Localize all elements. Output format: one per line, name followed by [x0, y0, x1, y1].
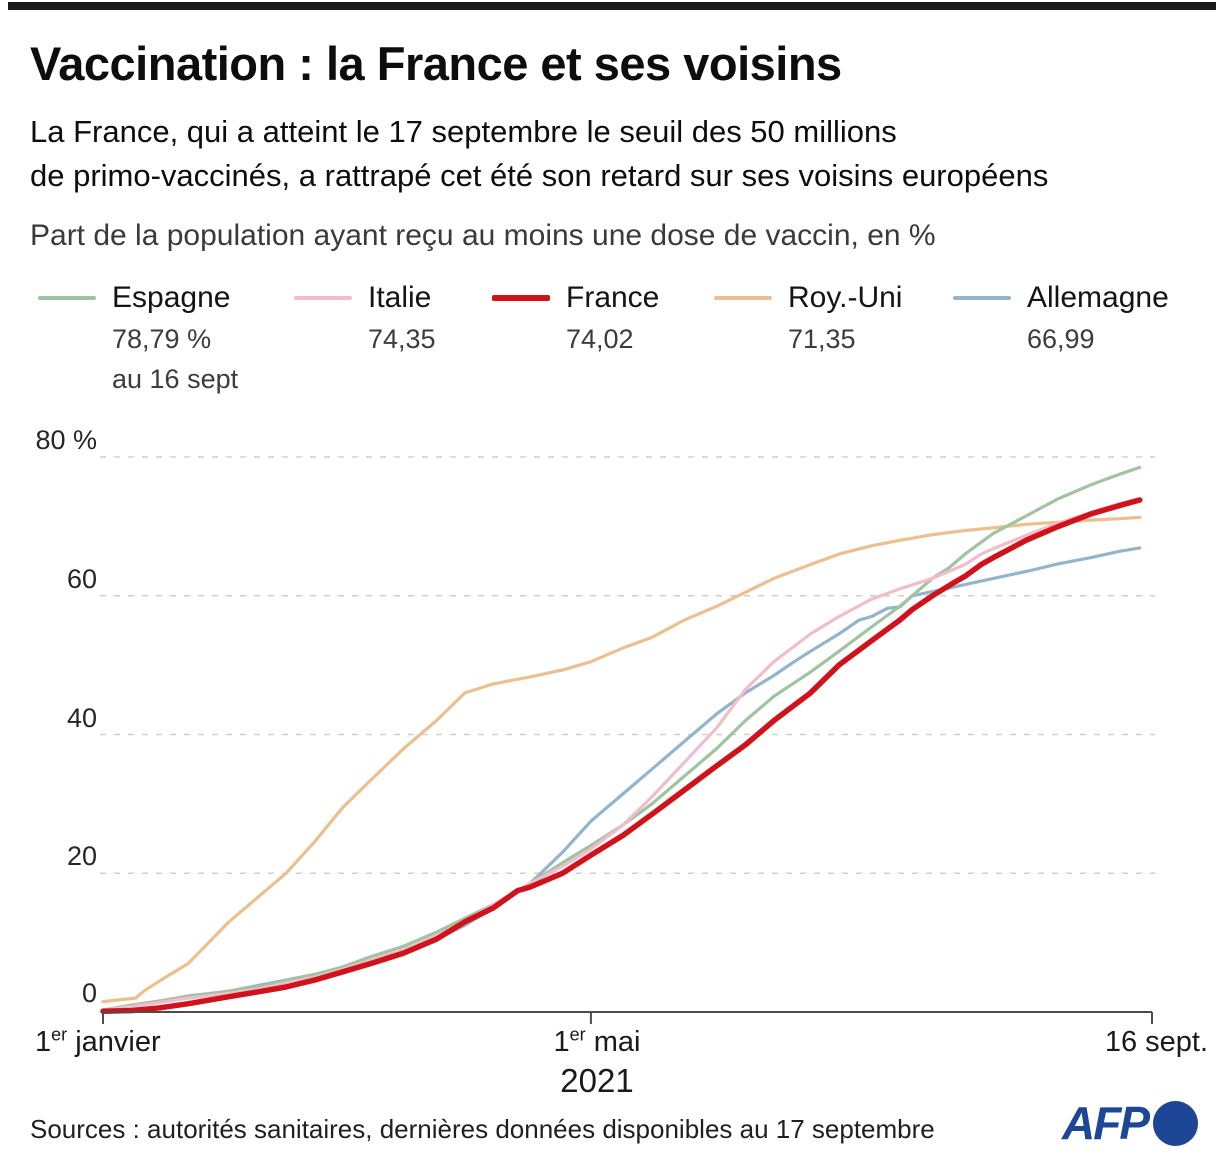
legend-note: au 16 sept [112, 364, 239, 394]
legend-value: 71,35 [788, 324, 856, 354]
roy-uni-line-swatch [714, 296, 772, 300]
y-tick-0: 0 [81, 978, 97, 1008]
legend-label: Roy.-Uni [788, 281, 903, 314]
x-tick-mai: 1er mai [553, 1024, 641, 1058]
series-line-allemagne [101, 546, 1142, 1013]
legend-label: Italie [368, 281, 432, 314]
legend-label: Allemagne [1027, 281, 1169, 314]
afp-logo-circle [1153, 1100, 1198, 1146]
series-line-france [100, 497, 1143, 1015]
france-line-swatch [492, 295, 550, 301]
afp-logo-text: AFP [1062, 1097, 1150, 1149]
chart-legend: Espagne 78,79 % au 16 sept Italie 74,35 … [0, 280, 1224, 410]
legend-item-roy-uni: Roy.-Uni 71,35 [714, 280, 902, 355]
subtitle: La France, qui a atteint le 17 septembre… [30, 110, 1048, 198]
legend-item-italie: Italie 74,35 [294, 280, 436, 355]
subtitle-line-1: La France, qui a atteint le 17 septembre… [30, 114, 897, 149]
y-tick-80: 80 % [35, 425, 97, 455]
measure-label: Part de la population ayant reçu au moin… [30, 219, 936, 252]
subtitle-line-2: de primo-vaccinés, a rattrapé cet été so… [30, 158, 1049, 193]
legend-label: France [566, 281, 660, 314]
series-line-roy-uni [101, 515, 1142, 1004]
italie-line-swatch [294, 296, 352, 300]
x-tick-janvier: 1er janvier [35, 1024, 161, 1058]
y-tick-60: 60 [66, 564, 97, 594]
series-line-espagne [101, 465, 1142, 1012]
page-title: Vaccination : la France et ses voisins [30, 37, 842, 90]
legend-label: Espagne [112, 281, 231, 314]
legend-value: 74,35 [368, 324, 436, 354]
y-tick-20: 20 [66, 841, 97, 871]
sources-note: Sources : autorités sanitaires, dernière… [30, 1114, 935, 1144]
y-tick-40: 40 [66, 703, 97, 733]
legend-item-espagne: Espagne 78,79 % au 16 sept [38, 280, 238, 395]
legend-value: 74,02 [566, 324, 634, 354]
espagne-line-swatch [38, 296, 96, 300]
top-accent-bar [8, 2, 1216, 10]
legend-item-france: France 74,02 [492, 280, 659, 355]
x-tick-sept: 16 sept. [1104, 1026, 1208, 1058]
legend-item-allemagne: Allemagne 66,99 [953, 280, 1169, 355]
line-chart [100, 456, 1155, 1024]
legend-value: 66,99 [1027, 324, 1095, 354]
allemagne-line-swatch [953, 296, 1011, 300]
legend-value: 78,79 % [112, 324, 212, 354]
afp-logo: AFP [1062, 1096, 1198, 1150]
x-axis-year: 2021 [560, 1062, 634, 1099]
series-line-italie [101, 497, 1142, 1012]
